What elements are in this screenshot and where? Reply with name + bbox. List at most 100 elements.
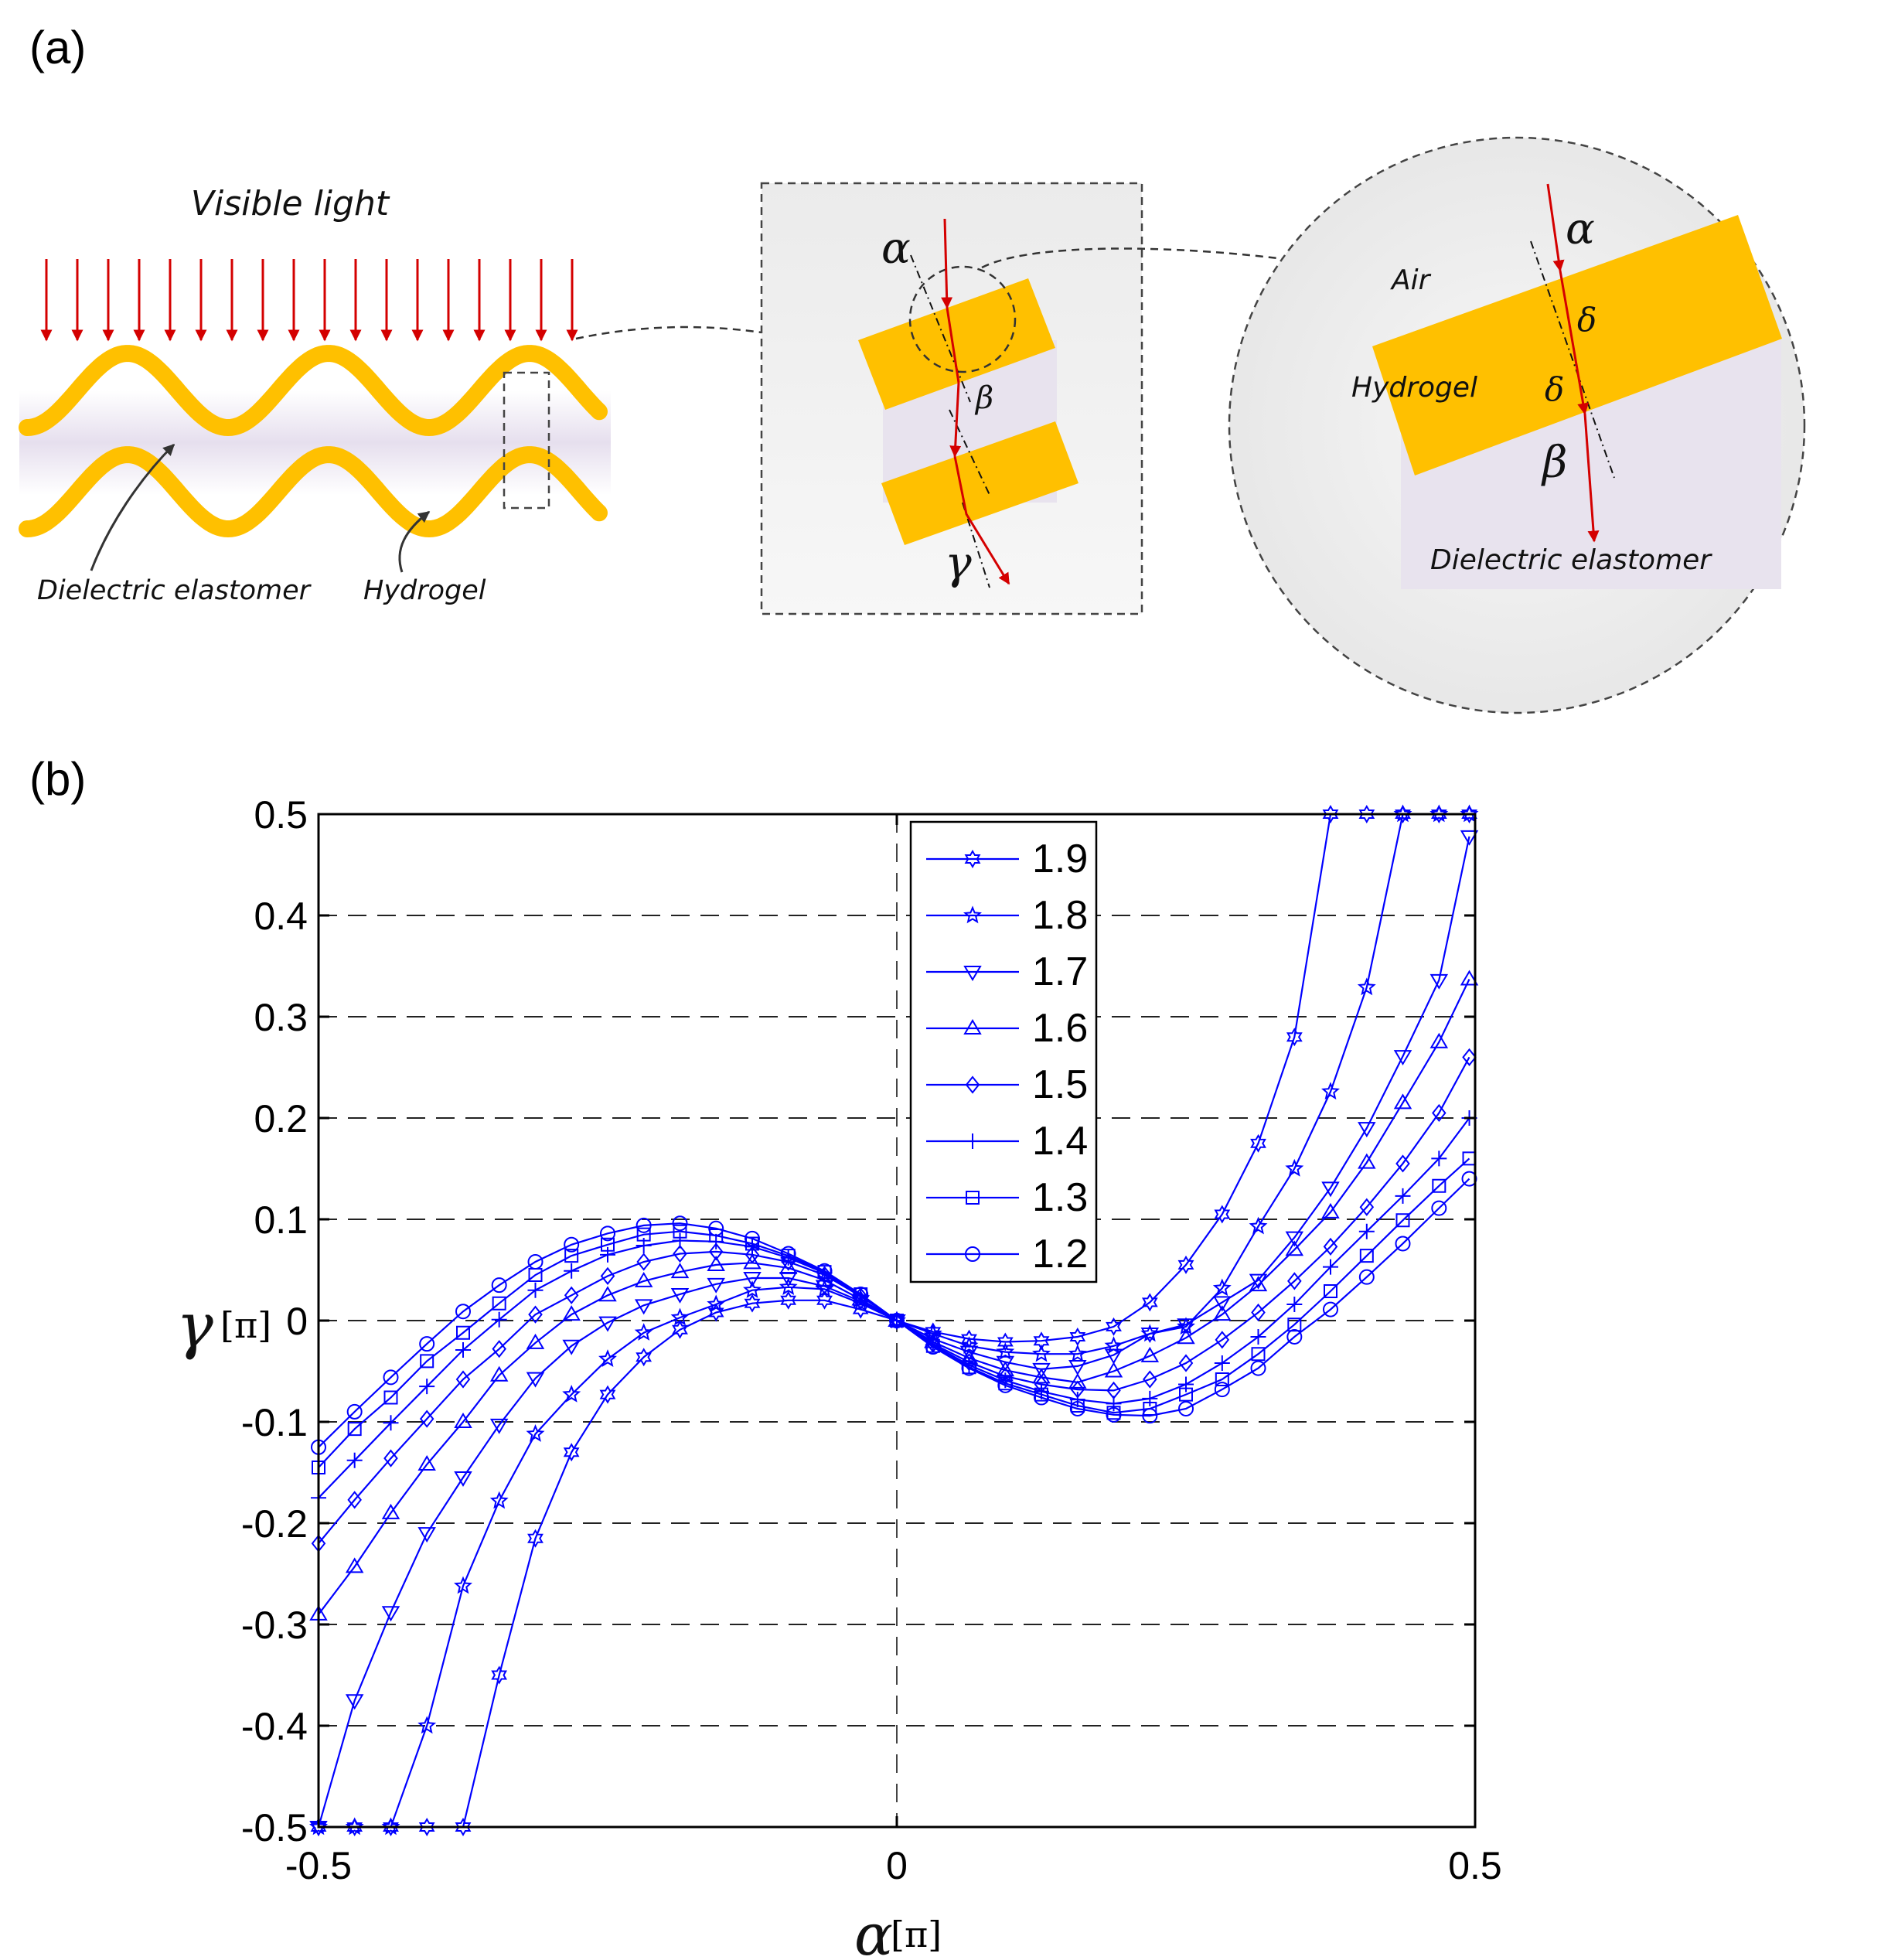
data-point — [745, 1230, 760, 1246]
data-point — [745, 1239, 760, 1255]
data-point — [381, 1503, 400, 1519]
data-point — [780, 1246, 796, 1262]
data-point — [670, 1287, 690, 1304]
data-point — [707, 1277, 725, 1294]
data-point — [346, 1452, 363, 1468]
data-point — [1212, 1278, 1232, 1297]
data-point — [889, 1313, 905, 1328]
data-point — [672, 1232, 688, 1249]
data-point — [1431, 1150, 1447, 1167]
data-point — [1141, 1293, 1158, 1312]
data-point — [1285, 1231, 1304, 1247]
data-point — [1462, 1048, 1477, 1067]
data-point — [527, 1282, 544, 1298]
data-point — [816, 1263, 833, 1279]
data-point — [564, 1236, 580, 1253]
inset-normal-3 — [962, 502, 990, 588]
data-point — [636, 1253, 651, 1271]
legend-label: 1.8 — [1032, 893, 1088, 938]
data-point — [1358, 805, 1375, 823]
data-point — [600, 1246, 615, 1263]
legend-label: 1.3 — [1032, 1175, 1088, 1220]
data-point — [1393, 1050, 1412, 1066]
zoom-dielectric-label: Dielectric elastomer — [1430, 544, 1712, 576]
data-point — [1143, 1370, 1157, 1389]
series-layer — [309, 804, 1479, 1836]
data-point — [492, 1296, 506, 1311]
legend-marker — [963, 905, 982, 924]
x-tick-label: -0.5 — [285, 1844, 352, 1887]
data-point — [600, 1225, 615, 1242]
data-point — [455, 1818, 472, 1836]
data-point — [527, 1529, 544, 1548]
data-point — [601, 1237, 615, 1252]
data-point — [381, 1606, 400, 1622]
data-point — [1177, 1318, 1195, 1335]
inset-gamma-label: γ — [945, 537, 972, 589]
y-tick-label: 0.3 — [254, 996, 308, 1039]
legend-marker — [965, 1075, 980, 1094]
data-point — [1142, 1390, 1158, 1406]
data-point — [1249, 1216, 1268, 1235]
data-point — [454, 1413, 472, 1428]
data-point — [1395, 1188, 1411, 1204]
data-point — [636, 1348, 653, 1367]
middle-inset: α β γ — [760, 182, 1323, 615]
data-point — [562, 1305, 581, 1321]
data-point — [672, 1215, 688, 1232]
data-point — [636, 1217, 652, 1233]
data-point — [456, 1325, 470, 1340]
data-point — [598, 1286, 617, 1302]
data-point — [1430, 805, 1447, 823]
data-point — [420, 1354, 434, 1369]
data-point — [1033, 1331, 1050, 1351]
data-point — [1461, 805, 1477, 823]
incident-light-arrows — [40, 259, 578, 342]
data-point — [1358, 1153, 1376, 1169]
zoom-ray-2 — [1559, 270, 1590, 415]
data-point — [1250, 1328, 1266, 1345]
data-point — [1140, 1328, 1160, 1344]
legend-label: 1.6 — [1032, 1006, 1088, 1051]
data-point — [996, 1341, 1015, 1360]
data-point — [564, 1249, 579, 1263]
data-point — [1358, 1269, 1375, 1285]
data-point — [1032, 1368, 1051, 1384]
data-point — [1393, 804, 1412, 823]
legend-marker — [963, 1019, 982, 1035]
data-point — [1032, 1344, 1051, 1362]
visible-light-label: Visible light — [191, 184, 390, 223]
data-point — [381, 1817, 400, 1836]
data-point — [1395, 1213, 1410, 1228]
hydrogel-label: Hydrogel — [363, 575, 486, 606]
legend-label: 1.9 — [1032, 837, 1088, 881]
data-point — [383, 1818, 399, 1836]
data-point — [1460, 830, 1479, 846]
dielectric-wave-top — [19, 345, 608, 437]
zoom-ray-3 — [1583, 413, 1600, 543]
data-point — [1213, 1305, 1232, 1321]
data-point — [1323, 1301, 1338, 1317]
data-point — [925, 1339, 941, 1355]
data-point — [1429, 973, 1449, 990]
data-point — [417, 1455, 436, 1471]
data-point — [1395, 1236, 1411, 1252]
legend-rows — [926, 850, 1019, 1262]
legend-label: 1.5 — [1032, 1062, 1088, 1107]
data-point — [997, 1377, 1014, 1393]
data-point — [1251, 1303, 1266, 1322]
data-point — [383, 1415, 399, 1431]
data-point — [1104, 1362, 1123, 1378]
data-point — [1321, 1082, 1340, 1100]
data-point — [345, 1557, 364, 1573]
legend-marker — [963, 966, 982, 981]
panel-b-label: (b) — [29, 753, 86, 805]
data-point — [1287, 1317, 1302, 1332]
data-point — [1106, 1396, 1122, 1412]
data-point — [1285, 1240, 1304, 1256]
data-point — [526, 1424, 545, 1442]
data-point — [598, 1349, 617, 1368]
data-point — [634, 1323, 653, 1341]
data-point — [1104, 1348, 1123, 1365]
data-point — [455, 1370, 471, 1389]
